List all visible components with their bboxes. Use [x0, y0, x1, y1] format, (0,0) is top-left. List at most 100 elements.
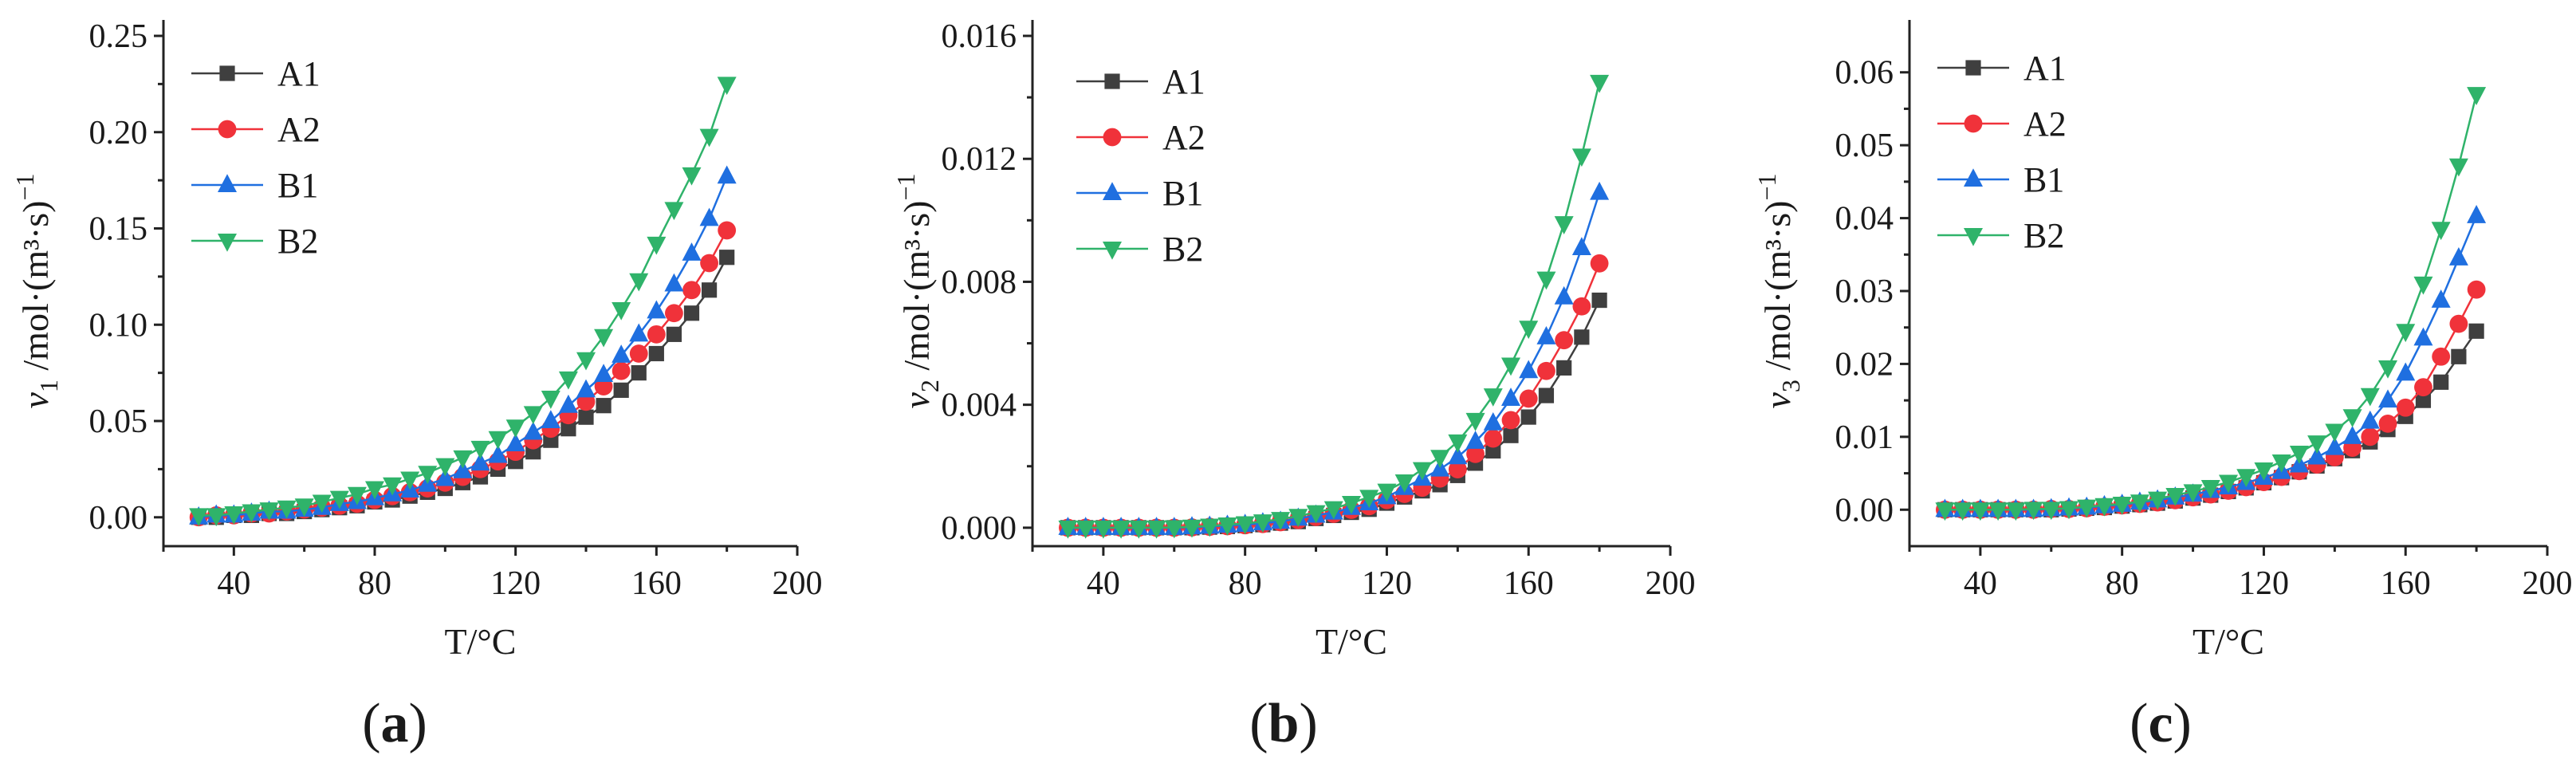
data-point-B1 [647, 300, 667, 319]
data-point-B1 [1571, 237, 1591, 256]
data-point-B1 [1590, 181, 1610, 200]
data-point-B1 [1501, 388, 1520, 406]
data-point-A1 [719, 250, 735, 266]
data-point-B2 [1200, 518, 1220, 537]
panel-label: (a) [362, 693, 427, 754]
panel-label-close: ) [1299, 693, 1317, 754]
x-tick-label: 200 [773, 565, 823, 602]
x-tick-label: 120 [2239, 565, 2289, 602]
data-point-B2 [1323, 501, 1343, 520]
data-point-A2 [665, 304, 683, 323]
y-tick-label: 0.016 [942, 18, 1017, 55]
series-B1 [189, 165, 737, 525]
data-point-B2 [470, 440, 490, 459]
data-point-B2 [1970, 502, 1990, 521]
data-point-B1 [664, 273, 684, 292]
data-point-A2 [1448, 460, 1467, 479]
data-point-B2 [1394, 474, 1414, 493]
legend-label: A1 [2023, 49, 2067, 88]
data-point-B2 [2448, 158, 2468, 177]
data-point-B1 [629, 323, 649, 342]
legend-marker [1103, 182, 1122, 200]
data-point-B2 [2077, 499, 2097, 518]
data-point-B2 [2431, 222, 2451, 241]
legend-entry-A2: A2 [1937, 104, 2067, 144]
data-point-B2 [2378, 360, 2397, 379]
data-point-B2 [1058, 520, 1078, 539]
data-point-B2 [2006, 502, 2026, 521]
panel-label-open: ( [2130, 693, 2148, 754]
y-tick-label: 0.06 [1835, 55, 1894, 92]
data-point-B2 [312, 494, 332, 513]
data-point-A2 [2467, 280, 2486, 299]
data-point-B1 [612, 344, 631, 363]
data-point-B2 [1935, 502, 1955, 521]
series-line-A2 [1068, 262, 1601, 529]
y-axis-label-var: v [1757, 392, 1798, 409]
legend-entry-B1: B1 [1937, 160, 2064, 199]
data-point-B1 [2378, 389, 2397, 408]
data-point-B1 [2448, 247, 2468, 266]
data-point-B2 [1164, 520, 1184, 539]
data-point-B1 [435, 467, 455, 486]
x-tick-label: 80 [358, 565, 391, 602]
data-point-B2 [1412, 462, 1432, 481]
data-point-A2 [718, 221, 737, 240]
data-point-A2 [1537, 361, 1555, 380]
y-tick-label: 0.02 [1835, 346, 1894, 383]
y-tick-label: 0.03 [1835, 273, 1894, 310]
data-point-B2 [1571, 148, 1591, 167]
data-point-A1 [2433, 374, 2449, 390]
x-tick-label: 80 [1229, 565, 1262, 602]
data-point-A1 [1574, 329, 1590, 345]
legend-entry-A1: A1 [1076, 62, 1205, 101]
y-axis-label-var: v [15, 392, 56, 409]
data-point-B1 [2307, 446, 2327, 465]
legend-entry-A2: A2 [1076, 118, 1205, 157]
data-point-B2 [541, 391, 560, 409]
legend-marker [1103, 242, 1122, 260]
data-point-B2 [259, 502, 279, 521]
data-point-A1 [1556, 360, 1572, 376]
data-point-A1 [648, 345, 664, 362]
data-point-A1 [683, 305, 700, 321]
data-point-B2 [2360, 388, 2380, 407]
data-point-B1 [488, 444, 508, 463]
data-point-B2 [1519, 321, 1539, 340]
data-point-B2 [1235, 516, 1255, 535]
data-point-B2 [1146, 520, 1166, 539]
panel-label-open: ( [1249, 693, 1268, 754]
data-point-B2 [2200, 479, 2220, 498]
data-point-A2 [2414, 378, 2432, 397]
data-point-B2 [1554, 216, 1574, 234]
data-point-A1 [701, 282, 718, 298]
data-point-B1 [2325, 436, 2345, 455]
data-point-B2 [2413, 276, 2433, 295]
series-line-B2 [1945, 93, 2478, 511]
chart-panel-c: 0.00 0.01 0.02 0.03 0.04 0.05 0.06 40 80 120 160 20… [1752, 20, 2573, 754]
data-point-B1 [1448, 446, 1468, 465]
data-point-B2 [1377, 483, 1397, 502]
data-point-A2 [612, 361, 631, 380]
x-tick-label: 120 [1362, 565, 1412, 602]
data-point-B2 [206, 508, 226, 527]
data-point-B1 [594, 364, 614, 383]
y-axis-label-var: v [896, 392, 937, 409]
data-point-B1 [1465, 431, 1485, 449]
data-point-B2 [717, 77, 737, 96]
y-axis-label-exp: −1 [10, 173, 39, 200]
data-point-A1 [1591, 292, 1607, 309]
data-point-B2 [1359, 490, 1379, 509]
y-axis-label-sub: 3 [1776, 380, 1805, 392]
x-tick-label: 160 [631, 565, 682, 602]
data-point-B2 [2148, 491, 2168, 510]
data-point-B2 [647, 236, 667, 255]
series-B2 [1935, 87, 2487, 521]
data-point-B2 [1288, 509, 1308, 528]
series-B2 [189, 77, 737, 527]
y-tick-label: 0.05 [89, 403, 148, 440]
data-point-B1 [2396, 362, 2416, 381]
data-point-A2 [2432, 347, 2451, 366]
y-tick-label: 0.10 [89, 307, 148, 344]
